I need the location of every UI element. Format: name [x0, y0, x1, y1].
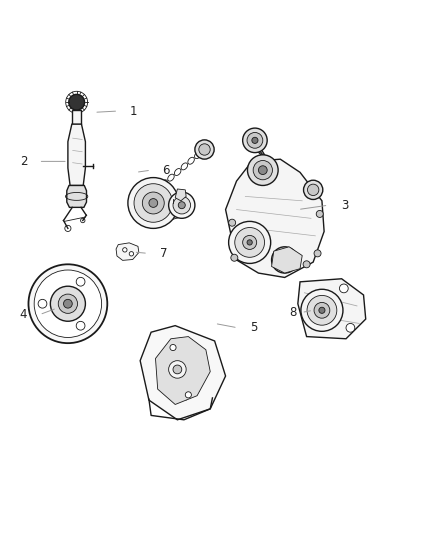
Circle shape: [38, 300, 47, 308]
Polygon shape: [272, 247, 302, 273]
Circle shape: [229, 221, 271, 263]
Circle shape: [314, 250, 321, 257]
Polygon shape: [72, 110, 81, 124]
Circle shape: [69, 94, 85, 110]
Text: 7: 7: [160, 247, 167, 260]
FancyBboxPatch shape: [70, 166, 83, 170]
Circle shape: [64, 300, 72, 308]
Circle shape: [134, 184, 173, 222]
Circle shape: [123, 248, 127, 252]
Text: 4: 4: [20, 308, 27, 321]
Circle shape: [243, 236, 257, 249]
Circle shape: [247, 155, 278, 185]
Circle shape: [58, 294, 78, 313]
Polygon shape: [116, 243, 139, 260]
Circle shape: [169, 361, 186, 378]
Circle shape: [129, 252, 134, 256]
Text: 5: 5: [250, 321, 257, 334]
Circle shape: [173, 365, 182, 374]
Polygon shape: [68, 124, 85, 185]
Circle shape: [307, 295, 337, 325]
Text: 8: 8: [289, 306, 297, 319]
Circle shape: [169, 192, 195, 219]
Circle shape: [243, 128, 267, 152]
Circle shape: [247, 240, 252, 245]
Circle shape: [231, 254, 238, 261]
Circle shape: [339, 284, 348, 293]
Polygon shape: [155, 336, 210, 405]
Circle shape: [149, 199, 158, 207]
Circle shape: [247, 133, 263, 148]
Polygon shape: [226, 159, 324, 278]
Circle shape: [303, 261, 310, 268]
Text: 2: 2: [20, 155, 27, 168]
Circle shape: [314, 302, 330, 318]
Circle shape: [50, 286, 85, 321]
Circle shape: [199, 144, 210, 155]
Polygon shape: [175, 189, 186, 201]
Circle shape: [346, 324, 355, 332]
Circle shape: [229, 219, 236, 226]
Polygon shape: [298, 279, 366, 339]
Circle shape: [316, 211, 323, 217]
Text: 6: 6: [162, 164, 170, 176]
Circle shape: [142, 192, 164, 214]
Circle shape: [173, 197, 191, 214]
Text: 3: 3: [342, 199, 349, 212]
Circle shape: [258, 166, 267, 174]
Circle shape: [307, 184, 319, 196]
Circle shape: [272, 247, 298, 273]
Circle shape: [76, 321, 85, 330]
Circle shape: [178, 201, 185, 209]
Circle shape: [170, 344, 176, 351]
Text: 1: 1: [129, 104, 137, 117]
Circle shape: [28, 264, 107, 343]
Circle shape: [319, 307, 325, 313]
Polygon shape: [140, 326, 226, 420]
Circle shape: [185, 392, 191, 398]
Circle shape: [252, 138, 258, 143]
Circle shape: [76, 277, 85, 286]
Polygon shape: [157, 188, 186, 225]
Circle shape: [235, 228, 265, 257]
Circle shape: [34, 270, 102, 337]
Circle shape: [304, 180, 323, 199]
Polygon shape: [67, 185, 86, 207]
Circle shape: [301, 289, 343, 332]
Circle shape: [128, 177, 179, 229]
Circle shape: [195, 140, 214, 159]
Circle shape: [277, 252, 293, 268]
Circle shape: [253, 160, 272, 180]
